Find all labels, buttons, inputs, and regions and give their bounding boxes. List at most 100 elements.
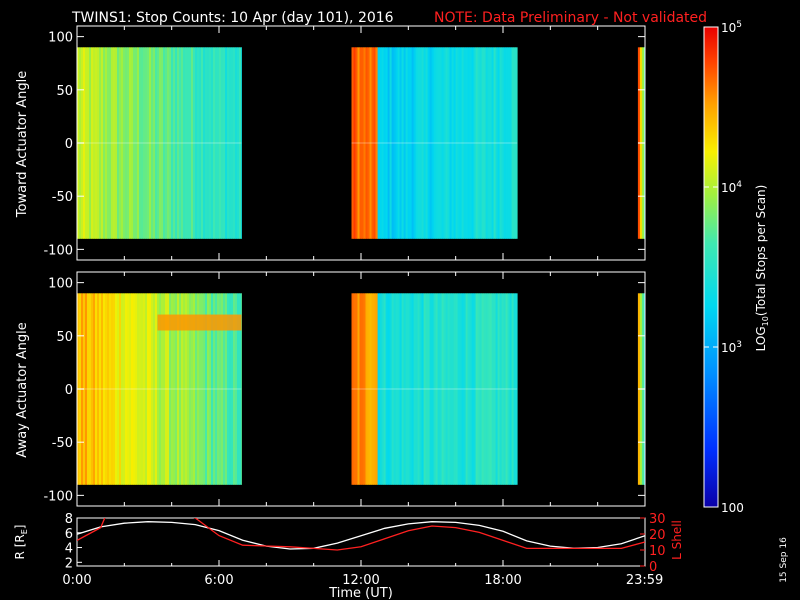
heatmap-column — [83, 47, 86, 239]
heatmap-column — [435, 293, 438, 485]
y-tick-label: -100 — [43, 489, 73, 504]
heatmap-column — [213, 47, 216, 239]
heatmap-column — [103, 293, 106, 485]
heatmap-column — [459, 47, 462, 239]
heatmap-column — [99, 47, 102, 239]
heatmap-column — [375, 47, 378, 239]
heatmap-column — [473, 47, 476, 239]
heatmap-column — [451, 293, 454, 485]
heatmap-column — [457, 293, 460, 485]
heatmap-column — [465, 293, 468, 485]
x-tick-label: 18:00 — [484, 573, 521, 588]
heatmap-column — [89, 47, 92, 239]
heatmap-segment — [377, 47, 518, 239]
heatmap-column — [453, 47, 456, 239]
heatmap-column — [241, 293, 242, 485]
heatmap-column — [193, 293, 196, 485]
heatmap-column — [417, 293, 420, 485]
heatmap-column — [93, 293, 96, 485]
heatmap-column — [435, 47, 438, 239]
heatmap-column — [431, 47, 434, 239]
heatmap-column — [465, 47, 468, 239]
heatmap-column — [409, 47, 412, 239]
heatmap-column — [419, 47, 422, 239]
heatmap-column — [123, 293, 126, 485]
heatmap-column — [367, 293, 370, 485]
heatmap-column — [487, 47, 490, 239]
heatmap-column — [439, 47, 442, 239]
heatmap-column — [135, 47, 138, 239]
heatmap-column — [365, 47, 368, 239]
right-y-tick-label: 30 — [649, 512, 666, 527]
heatmap-column — [115, 293, 118, 485]
x-tick-label: 23:59 — [626, 573, 663, 588]
heatmap-column — [425, 293, 428, 485]
heatmap-column — [353, 293, 356, 485]
colorbar-tick-label: 105 — [721, 20, 742, 35]
heatmap-column — [419, 293, 422, 485]
heatmap-column — [205, 293, 208, 485]
heatmap-column — [229, 293, 232, 485]
heatmap-column — [87, 47, 90, 239]
away-ylabel: Away Actuator Angle — [15, 322, 30, 457]
heatmap-column — [379, 47, 382, 239]
heatmap-column — [183, 47, 186, 239]
colorbar-tick-label: 104 — [721, 180, 742, 195]
heatmap-column — [227, 293, 230, 485]
heatmap-column — [83, 293, 86, 485]
heatmap-column — [187, 293, 190, 485]
heatmap-column — [107, 47, 110, 239]
heatmap-band — [157, 314, 242, 331]
heatmap-column — [177, 47, 180, 239]
heatmap-column — [393, 293, 396, 485]
colorbar-tick-label: 100 — [721, 501, 744, 515]
heatmap-column — [151, 47, 154, 239]
heatmap-column — [211, 47, 214, 239]
heatmap-column — [445, 47, 448, 239]
heatmap-column — [401, 293, 404, 485]
heatmap-column — [241, 47, 242, 239]
heatmap-column — [155, 293, 158, 485]
heatmap-column — [139, 293, 142, 485]
away-heatmap-panel: 100 50 0 -50 -100 — [43, 271, 646, 507]
heatmap-column — [473, 293, 476, 485]
heatmap-column — [193, 47, 196, 239]
heatmap-column — [413, 47, 416, 239]
heatmap-column — [429, 293, 432, 485]
heatmap-column — [467, 47, 470, 239]
heatmap-column — [403, 293, 406, 485]
heatmap-column — [163, 47, 166, 239]
heatmap-column — [439, 293, 442, 485]
heatmap-column — [379, 293, 382, 485]
heatmap-column — [141, 47, 144, 239]
heatmap-column — [355, 47, 358, 239]
heatmap-column — [105, 293, 108, 485]
heatmap-column — [117, 293, 120, 485]
heatmap-segment — [377, 293, 518, 485]
heatmap-column — [145, 293, 148, 485]
heatmap-column — [355, 293, 358, 485]
heatmap-column — [515, 47, 518, 239]
heatmap-column — [495, 47, 498, 239]
right-y-tick-label: 10 — [649, 544, 666, 559]
heatmap-column — [211, 293, 214, 485]
heatmap-column — [351, 47, 354, 239]
heatmap-column — [377, 293, 380, 485]
heatmap-column — [103, 47, 106, 239]
date-stamp: 15 Sep 16 — [779, 537, 789, 583]
heatmap-column — [455, 293, 458, 485]
heatmap-column — [187, 47, 190, 239]
heatmap-column — [443, 47, 446, 239]
heatmap-column — [199, 47, 202, 239]
heatmap-column — [201, 293, 204, 485]
heatmap-column — [215, 47, 218, 239]
heatmap-column — [391, 47, 394, 239]
heatmap-column — [121, 293, 124, 485]
heatmap-column — [171, 47, 174, 239]
heatmap-column — [423, 293, 426, 485]
heatmap-column — [123, 47, 126, 239]
heatmap-column — [383, 47, 386, 239]
heatmap-column — [109, 293, 112, 485]
heatmap-column — [371, 293, 374, 485]
heatmap-column — [405, 47, 408, 239]
